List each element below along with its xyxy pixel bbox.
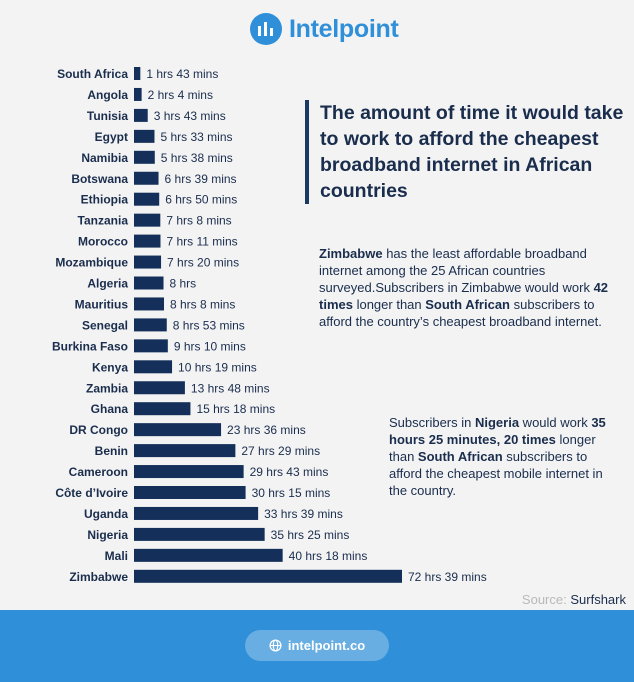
data-label: 35 hrs 25 mins — [271, 528, 350, 542]
data-label: 3 hrs 43 mins — [154, 109, 226, 123]
bar — [134, 444, 236, 458]
data-label: 6 hrs 39 mins — [165, 172, 237, 186]
category-label: Mozambique — [55, 256, 128, 270]
bar — [134, 486, 246, 499]
bar — [134, 297, 165, 311]
data-label: 9 hrs 10 mins — [174, 339, 246, 353]
category-label: Tunisia — [87, 109, 128, 123]
category-label: Senegal — [82, 318, 128, 332]
bar — [134, 234, 161, 248]
category-label: South Africa — [57, 67, 128, 81]
data-label: 1 hrs 43 mins — [146, 67, 218, 81]
data-label: 5 hrs 33 mins — [160, 130, 232, 144]
bar — [134, 339, 168, 353]
bar — [134, 548, 283, 562]
category-label: DR Congo — [69, 423, 128, 437]
data-label: 7 hrs 11 mins — [166, 235, 237, 249]
bar — [134, 213, 161, 227]
bar — [134, 276, 164, 290]
data-label: 6 hrs 50 mins — [165, 193, 237, 207]
data-label: 5 hrs 38 mins — [161, 151, 233, 165]
data-label: 40 hrs 18 mins — [289, 549, 368, 563]
bar — [134, 423, 222, 437]
data-label: 27 hrs 29 mins — [241, 444, 320, 458]
data-label: 30 hrs 15 mins — [252, 486, 331, 500]
bar — [134, 318, 167, 332]
bar — [134, 255, 162, 269]
data-label: 8 hrs — [170, 277, 197, 291]
category-label: Uganda — [84, 507, 128, 521]
data-label: 10 hrs 19 mins — [178, 360, 257, 374]
category-label: Botswana — [71, 172, 128, 186]
bar — [134, 67, 141, 80]
bar — [134, 360, 173, 374]
bar-chart: South Africa 1 hrs 43 mins Angola 2 hrs 4 m… — [52, 67, 487, 584]
annotation-zimbabwe: Zimbabwe has the least affordable broadb… — [319, 246, 609, 329]
globe-icon — [269, 639, 282, 652]
data-label: 13 hrs 48 mins — [191, 381, 270, 395]
data-label: 72 hrs 39 mins — [408, 570, 487, 584]
bar — [134, 381, 185, 395]
data-label: 8 hrs 8 mins — [170, 297, 235, 311]
category-label: Cameroon — [69, 465, 128, 479]
category-label: Ghana — [91, 402, 129, 416]
category-label: Ethiopia — [81, 193, 129, 207]
category-label: Tanzania — [78, 214, 129, 228]
category-label: Benin — [95, 444, 128, 458]
bar — [134, 402, 191, 416]
annotation-nigeria: Subscribers in Nigeria would work 35 hou… — [389, 415, 606, 498]
website-url: intelpoint.co — [287, 638, 366, 653]
data-label: 15 hrs 18 mins — [196, 402, 275, 416]
data-label: 8 hrs 53 mins — [173, 318, 245, 332]
data-label: 7 hrs 8 mins — [166, 214, 231, 228]
footer-bar: intelpoint.co — [0, 610, 634, 682]
category-label: Namibia — [81, 151, 128, 165]
data-label: 23 hrs 36 mins — [227, 423, 306, 437]
data-label: 33 hrs 39 mins — [264, 507, 343, 521]
bar — [134, 569, 402, 583]
chart-title: The amount of time it would take to work… — [305, 100, 634, 204]
bar — [134, 506, 259, 520]
source-credit: Source: Surfshark — [521, 592, 626, 607]
bar — [134, 150, 155, 164]
brand-name: Intelpoint — [289, 14, 399, 43]
data-label: 7 hrs 20 mins — [167, 256, 239, 270]
bar — [134, 108, 148, 122]
bar — [134, 527, 265, 541]
category-label: Burkina Faso — [52, 339, 128, 353]
category-label: Zimbabwe — [69, 570, 128, 584]
bar — [134, 129, 155, 143]
bar — [134, 171, 159, 185]
data-label: 29 hrs 43 mins — [250, 465, 329, 479]
website-link[interactable]: intelpoint.co — [245, 630, 389, 661]
bar-chart-icon — [250, 13, 282, 45]
category-label: Algeria — [87, 277, 128, 291]
bar — [134, 87, 142, 101]
bar — [134, 192, 160, 206]
category-label: Morocco — [78, 235, 128, 249]
category-label: Kenya — [92, 360, 128, 374]
category-label: Côte d’Ivoire — [55, 486, 128, 500]
brand-logo: Intelpoint — [250, 12, 399, 46]
category-label: Zambia — [86, 381, 128, 395]
category-label: Egypt — [95, 130, 128, 144]
category-label: Mali — [105, 549, 128, 563]
bar — [134, 465, 244, 479]
category-label: Mauritius — [75, 297, 129, 311]
category-label: Nigeria — [87, 528, 128, 542]
data-label: 2 hrs 4 mins — [148, 88, 213, 102]
category-label: Angola — [87, 88, 128, 102]
